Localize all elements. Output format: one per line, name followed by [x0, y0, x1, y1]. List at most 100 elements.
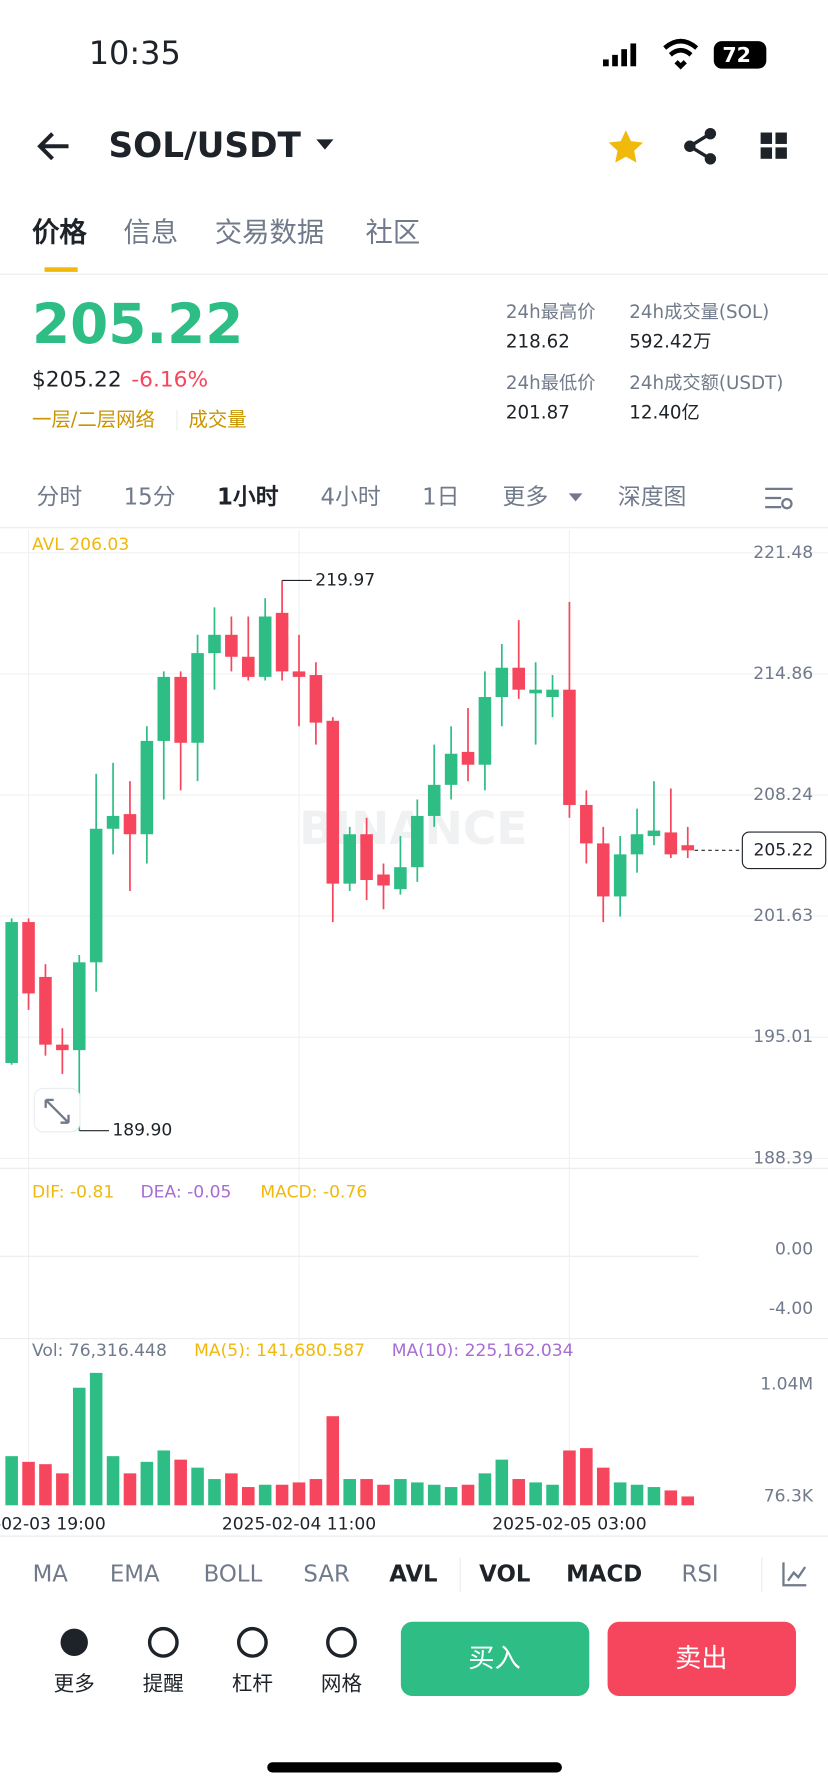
volume-bar	[580, 1448, 593, 1506]
volume-bar	[529, 1482, 542, 1506]
candle-body	[208, 634, 221, 654]
action-icon[interactable]	[236, 1626, 268, 1658]
candle-body	[5, 922, 18, 1063]
interval[interactable]: 15分	[124, 484, 176, 510]
x-tick-label: 2025-02-03 19:00	[0, 1515, 106, 1535]
indicator-tab[interactable]: VOL	[479, 1561, 530, 1587]
candle-body	[461, 751, 475, 765]
candle-body	[360, 834, 373, 880]
y-tick-label: 214.86	[753, 664, 813, 684]
tab[interactable]: 信息	[123, 218, 178, 249]
action-icon[interactable]	[147, 1626, 179, 1658]
tab[interactable]: 价格	[32, 218, 87, 249]
buy-button[interactable]	[400, 1621, 590, 1697]
volume-bar	[39, 1464, 52, 1506]
fullscreen-button[interactable]	[33, 1087, 81, 1133]
indicator-tab[interactable]: MACD	[566, 1561, 642, 1587]
candle-body	[630, 834, 644, 855]
candle-body	[326, 720, 340, 884]
action-icon[interactable]	[60, 1628, 88, 1657]
volume-bar	[360, 1479, 373, 1506]
tab[interactable]: 交易数据	[215, 218, 325, 249]
indicator-tab[interactable]: RSI	[682, 1561, 719, 1587]
candle-body	[191, 653, 204, 743]
candle-body	[258, 616, 272, 677]
candle-body	[225, 634, 238, 657]
volume-bar	[478, 1473, 492, 1506]
low-label: 189.90	[112, 1121, 172, 1141]
tab[interactable]: 社区	[365, 218, 420, 249]
volume-bar	[140, 1461, 154, 1506]
x-tick-label: 2025-02-05 03:00	[492, 1515, 646, 1535]
volume-bar	[461, 1484, 475, 1506]
volume-bar	[596, 1467, 610, 1506]
layout-button[interactable]	[760, 132, 787, 159]
pair-title[interactable]: SOL/USDT	[108, 126, 301, 166]
volume-bar	[89, 1372, 103, 1506]
interval[interactable]: 更多	[503, 484, 549, 510]
action-label[interactable]: 网格	[321, 1672, 363, 1696]
candle-body	[106, 815, 120, 829]
y-tick-label: 201.63	[753, 906, 813, 926]
volume-legend: MA(10): 225,162.034	[392, 1341, 574, 1361]
volume-bar	[258, 1484, 272, 1506]
tag[interactable]: 成交量	[188, 408, 246, 431]
last-price: 205.22	[32, 292, 243, 356]
candle-body	[563, 689, 576, 805]
stat-label: 24h最低价	[506, 373, 596, 394]
indicator-tab[interactable]: MA	[33, 1561, 69, 1587]
candle-body	[140, 740, 154, 835]
stat-value: 12.40亿	[629, 402, 700, 423]
candle-body	[681, 845, 695, 851]
volume-bar	[5, 1456, 18, 1506]
chart-settings[interactable]	[765, 487, 793, 510]
candle-body	[512, 667, 526, 690]
sell-button[interactable]	[607, 1621, 797, 1697]
volume-legend: Vol: 76,316.448	[32, 1341, 167, 1361]
indicator-settings[interactable]	[782, 1562, 807, 1587]
interval[interactable]: 分时	[37, 484, 83, 510]
volume-bar	[630, 1484, 644, 1506]
favorite-star[interactable]	[608, 130, 643, 163]
candle-body	[411, 815, 424, 868]
depth-chart[interactable]: 深度图	[618, 484, 686, 510]
candle-body	[56, 1044, 69, 1051]
volume-bar	[309, 1479, 323, 1506]
volume-bar	[292, 1482, 306, 1506]
y-tick-label: 221.48	[753, 543, 813, 563]
stat-label: 24h成交量(SOL)	[629, 302, 769, 323]
candle-body	[444, 753, 458, 785]
indicator-tab[interactable]: SAR	[303, 1561, 350, 1587]
more-dropdown[interactable]	[568, 493, 583, 502]
action-label[interactable]: 杠杆	[232, 1672, 273, 1696]
candle-body	[309, 675, 323, 723]
stat-value: 218.62	[506, 332, 570, 353]
sell-label[interactable]: 卖出	[675, 1644, 727, 1674]
candle-body	[664, 832, 678, 855]
volume-bar	[191, 1467, 204, 1506]
action-icon[interactable]	[326, 1626, 357, 1658]
indicator-tab[interactable]: BOLL	[204, 1561, 263, 1587]
candle-body	[89, 828, 103, 963]
interval[interactable]: 4小时	[321, 484, 381, 510]
action-label[interactable]: 更多	[54, 1672, 95, 1696]
candle-body	[613, 854, 627, 897]
volume-bar	[495, 1459, 509, 1506]
candle-body	[647, 830, 661, 837]
volume-bar	[123, 1473, 137, 1506]
interval[interactable]: 1日	[422, 484, 459, 510]
share-button[interactable]	[684, 127, 717, 165]
pair-dropdown[interactable]	[316, 139, 334, 150]
indicator-tab[interactable]: EMA	[110, 1561, 160, 1587]
volume-bar	[546, 1484, 559, 1506]
buy-label[interactable]: 买入	[468, 1644, 521, 1674]
back-button[interactable]	[37, 132, 69, 161]
interval[interactable]: 1小时	[217, 484, 279, 510]
stat-label: 24h成交额(USDT)	[629, 373, 783, 394]
indicator-tab[interactable]: AVL	[389, 1561, 437, 1587]
volume-bar	[563, 1450, 576, 1506]
action-label[interactable]: 提醒	[143, 1672, 184, 1696]
candle-body	[123, 814, 137, 835]
tag[interactable]: 一层/二层网络	[32, 408, 155, 431]
candle-body	[546, 689, 559, 698]
